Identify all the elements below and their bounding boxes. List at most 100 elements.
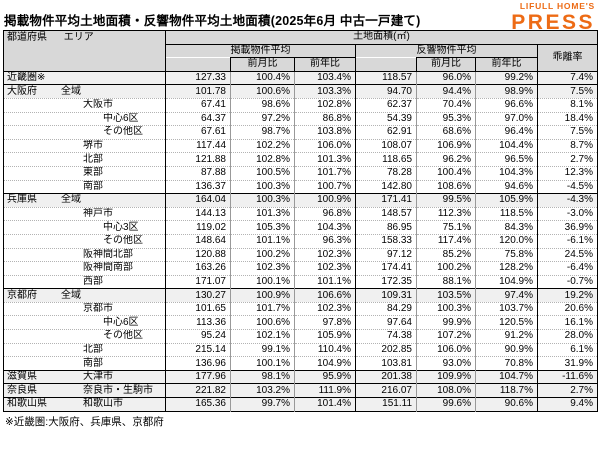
deviation-cell: 9.4% [536,397,598,412]
area-cell: 中心3区 [3,220,166,235]
listed-yoy-subheader: 前年比 [294,57,356,72]
area-label: 東部 [83,167,103,179]
area-cell: 北部 [3,152,166,167]
response-mom-cell: 108.0% [416,383,476,398]
area-label: 阪神間北部 [83,248,133,260]
prefecture-label: 奈良県 [7,384,37,396]
deviation-cell: 8.7% [536,138,598,153]
area-cell: その他区 [3,125,166,140]
listed-avg-cell: 177.96 [165,369,231,384]
table-row: 中心3区 119.02 105.3% 104.3% 86.95 75.1% 84.3% 36.… [3,220,598,235]
deviation-cell: 31.9% [536,356,598,371]
response-yoy-cell: 99.2% [475,70,538,85]
logo-brand-text: LIFULL HOME'S [519,1,595,11]
response-avg-value-subheader [355,57,417,72]
listed-avg-cell: 127.33 [165,70,231,85]
area-label: その他区 [103,235,143,247]
listed-mom-cell: 101.1% [230,233,295,248]
response-mom-cell: 108.6% [416,179,476,194]
listed-avg-cell: 117.44 [165,138,231,153]
response-mom-cell: 112.3% [416,206,476,221]
listed-mom-cell: 100.3% [230,179,295,194]
area-cell: 大阪市 [3,97,166,113]
listed-avg-cell: 87.88 [165,165,231,181]
response-yoy-cell: 96.4% [475,125,538,140]
response-yoy-cell: 84.3% [475,220,538,235]
table-row: 中心6区 113.36 100.6% 97.8% 97.64 99.9% 120.5% 16.… [3,315,598,330]
response-yoy-cell: 103.7% [475,301,538,316]
response-avg-cell: 202.85 [355,342,417,357]
listed-avg-cell: 144.13 [165,206,231,221]
listed-avg-cell: 119.02 [165,220,231,235]
deviation-cell: 19.2% [536,288,598,303]
response-avg-cell: 109.31 [355,288,417,303]
response-avg-cell: 171.41 [355,193,417,208]
response-avg-cell: 62.91 [355,125,417,140]
area-cell: 阪神間南部 [3,261,166,276]
listed-mom-cell: 100.1% [230,356,295,371]
listed-mom-cell: 98.1% [230,369,295,384]
area-label: 和歌山市 [83,398,123,410]
prefecture-label: 近畿圏※ [7,72,46,84]
table-row: 近畿圏※ 127.33 100.4% 103.4% 118.57 96.0% 99.2% 7.… [3,70,598,85]
deviation-cell: 8.1% [536,97,598,113]
response-avg-cell: 97.12 [355,247,417,262]
listed-avg-cell: 215.14 [165,342,231,357]
area-label: 中心6区 [103,316,139,328]
area-cell: 大阪府 全域 [3,84,166,99]
listed-mom-cell: 100.9% [230,288,295,303]
deviation-cell: 2.7% [536,152,598,167]
response-mom-subheader: 前月比 [416,57,476,72]
listed-yoy-cell: 96.3% [294,233,356,248]
response-yoy-cell: 104.9% [475,274,538,289]
prefecture-label: 兵庫県 [7,194,37,206]
prefecture-label: 滋賀県 [7,371,37,383]
response-avg-cell: 62.37 [355,97,417,113]
response-avg-cell: 151.11 [355,397,417,412]
response-avg-cell: 54.39 [355,111,417,126]
response-mom-cell: 103.5% [416,288,476,303]
response-avg-cell: 158.33 [355,233,417,248]
deviation-cell: 7.5% [536,84,598,99]
listed-yoy-cell: 104.3% [294,220,356,235]
land-area-group-header: 土地面積(㎡) [164,30,599,45]
deviation-cell: 7.4% [536,70,598,85]
table-row: 京都府 全域 130.27 100.9% 106.6% 109.31 103.5% 97.4%… [3,288,598,303]
area-cell: 奈良県 奈良市・生駒市 [3,383,166,398]
listed-yoy-cell: 95.9% [294,369,356,384]
deviation-cell: 28.0% [536,329,598,344]
listed-mom-cell: 100.3% [230,193,295,208]
response-mom-cell: 100.4% [416,165,476,181]
listed-yoy-cell: 100.7% [294,179,356,194]
listed-mom-cell: 100.6% [230,315,295,330]
area-cell: 神戸市 [3,206,166,221]
area-label: その他区 [103,330,143,342]
area-cell: 西部 [3,274,166,289]
listed-avg-group-header: 掲載物件平均 [165,43,356,58]
table-row: 東部 87.88 100.5% 101.7% 78.28 100.4% 104.3% 12.3… [3,165,598,181]
area-cell: 中心6区 [3,111,166,126]
area-cell: 南部 [3,356,166,371]
area-label: 大津市 [83,371,113,383]
response-yoy-cell: 96.6% [475,97,538,113]
response-mom-cell: 75.1% [416,220,476,235]
area-label: 大阪市 [83,99,113,111]
listed-yoy-cell: 101.4% [294,397,356,412]
response-mom-cell: 93.0% [416,356,476,371]
response-yoy-cell: 104.7% [475,369,538,384]
table-row: 京都市 101.65 101.7% 102.3% 84.29 100.3% 103.7% 20… [3,301,598,316]
listed-mom-cell: 101.7% [230,301,295,316]
response-avg-cell: 201.38 [355,369,417,384]
response-yoy-cell: 97.4% [475,288,538,303]
deviation-cell: 16.1% [536,315,598,330]
deviation-cell: -6.1% [536,233,598,248]
listed-avg-cell: 164.04 [165,193,231,208]
response-yoy-cell: 91.2% [475,329,538,344]
area-label: 奈良市・生駒市 [83,384,153,396]
area-label: 全域 [61,194,81,206]
table-row: 南部 136.96 100.1% 104.9% 103.81 93.0% 70.8% 31.9… [3,356,598,371]
listed-avg-cell: 101.78 [165,84,231,99]
listed-avg-cell: 101.65 [165,301,231,316]
listed-yoy-cell: 101.1% [294,274,356,289]
area-label: その他区 [103,126,143,138]
